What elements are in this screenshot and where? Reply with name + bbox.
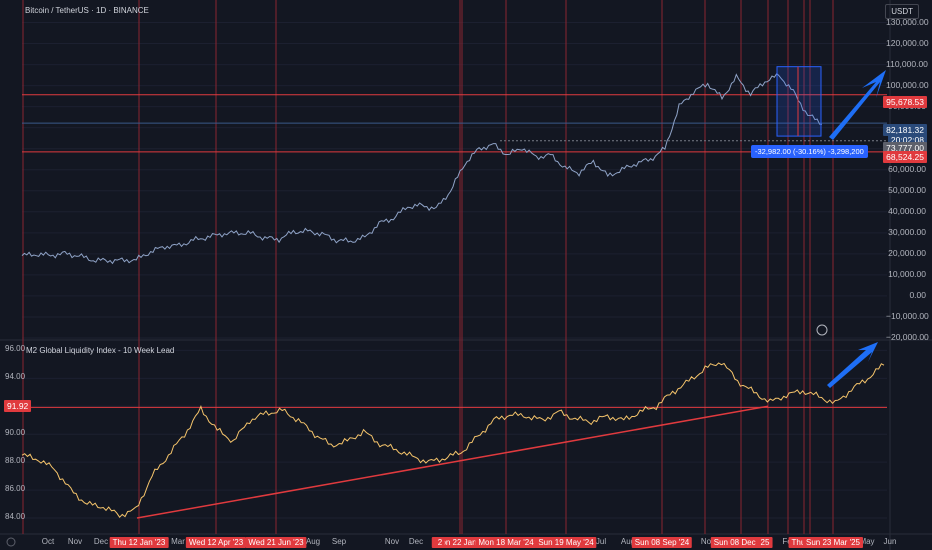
m2-axis-tick: 86.00 [5, 484, 26, 494]
highlighted-date-label: Mon 22 Jan '24 [431, 537, 493, 548]
price-axis-tick: 50,000.00 [888, 184, 926, 195]
price-axis-tick: 20,000.00 [888, 247, 926, 258]
measure-box [776, 66, 822, 137]
highlighted-date-label: Sun 23 Mar '25 [802, 537, 864, 548]
time-axis-tick: May [859, 537, 875, 546]
highlighted-date-label: Sun 08 Sep '24 [631, 537, 693, 548]
time-axis-tick: Nov [384, 537, 400, 546]
price-axis-tick: 10,000.00 [888, 268, 926, 279]
price-axis-tick: 130,000.00 [886, 16, 929, 27]
upward-arrow-icon [827, 342, 878, 388]
price-axis-tick: 110,000.00 [886, 58, 928, 69]
currency-button[interactable]: USDT [885, 4, 919, 19]
highlighted-date-label: Wed 21 Jun '23 [245, 537, 307, 548]
highlighted-date-label: Thu 12 Jan '23 [109, 537, 169, 548]
price-axis-tick: 30,000.00 [888, 226, 926, 237]
current-price-badge: 82,181.32 [883, 124, 927, 136]
partial-date-label: 25 [757, 537, 773, 548]
time-axis-tick: Nov [67, 537, 83, 546]
time-axis-tick: Sep [331, 537, 347, 546]
highlighted-date-label: Sun 08 Dec '24 [710, 537, 772, 548]
time-axis-tick: Oct [41, 537, 55, 546]
price-axis-tick: 100,000.00 [886, 79, 929, 90]
time-axis-tick: Aug [620, 537, 636, 546]
price-axis-tick: 120,000.00 [886, 37, 929, 48]
support-price-badge: 68,524.25 [883, 151, 927, 163]
time-axis-tick: Dec [408, 537, 424, 546]
price-axis-tick: 60,000.00 [888, 163, 926, 174]
price-axis-tick: −20,000.00 [886, 332, 929, 342]
btc-price-line [21, 72, 823, 265]
time-axis-tick: Jun [883, 537, 897, 546]
time-axis-tick: Fe [782, 537, 792, 546]
m2-liquidity-line [21, 362, 885, 518]
time-axis-tick: Dec [93, 537, 109, 546]
m2-axis-tick: 88.00 [5, 456, 26, 466]
settings-icon [6, 537, 16, 547]
m2-trendline [136, 405, 769, 519]
time-axis-tick: Jul [595, 537, 607, 546]
m2-axis-tick: 90.00 [5, 428, 26, 438]
m2-axis-tick: 84.00 [5, 512, 26, 522]
time-axis-tick: Aug [305, 537, 321, 546]
alert-icon [816, 324, 828, 336]
partial-date-label: 2 [434, 537, 446, 548]
price-axis-tick: 40,000.00 [888, 205, 926, 216]
time-axis-tick: Mar [171, 537, 185, 546]
highlighted-date-label: Mon 18 Mar '24 [475, 537, 537, 548]
highlighted-date-label: Wed 12 Apr '23 [185, 537, 247, 548]
price-axis-tick: −10,000.00 [886, 310, 929, 321]
m2-axis-tick: 96.00 [5, 344, 26, 354]
price-axis-tick: 0.00 [909, 289, 926, 300]
m2-axis-tick: 94.00 [5, 372, 26, 382]
m2-level-badge: 91.92 [4, 400, 32, 412]
symbol-title: Bitcoin / TetherUS · 1D · BINANCE [25, 6, 149, 15]
upward-arrow-icon [829, 70, 886, 140]
measure-label: -32,982.00 (-30.16%) -3,298,200 [751, 145, 868, 158]
time-axis-tick: Nov [700, 537, 716, 546]
indicator-title: M2 Global Liquidity Index - 10 Week Lead [26, 346, 175, 355]
resistance-price-badge: 95,678.53 [883, 96, 927, 108]
highlighted-date-label: Sun 19 May '24 [535, 537, 597, 548]
